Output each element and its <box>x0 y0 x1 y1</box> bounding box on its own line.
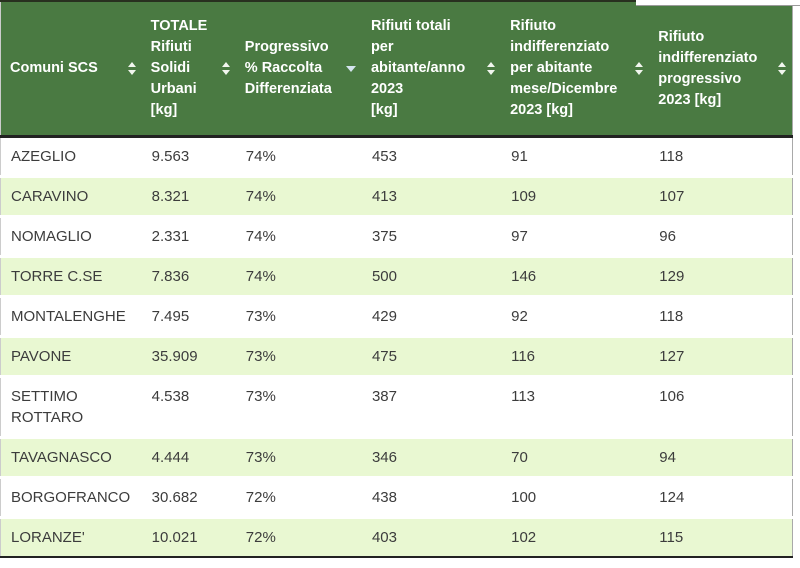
cell-indiff-mese: 92 <box>501 295 650 337</box>
cell-comune: BORGOFRANCO <box>0 476 142 518</box>
cell-indiff-mese: 113 <box>501 375 650 438</box>
cell-comune: TORRE C.SE <box>0 255 142 297</box>
cell-indiff-progressivo: 127 <box>649 335 793 377</box>
cell-comune: CARAVINO <box>0 175 142 217</box>
cell-comune: AZEGLIO <box>0 135 142 177</box>
table-row: LORANZE' 10.021 72% 403 102 115 <box>0 516 793 557</box>
cell-percentuale: 73% <box>235 436 362 478</box>
header-row: Comuni SCS TOTALE Rifiuti Solidi Urbani … <box>0 1 793 138</box>
cell-percentuale: 74% <box>235 215 362 257</box>
sort-desc-icon[interactable] <box>345 65 356 72</box>
cell-indiff-mese: 100 <box>501 476 650 518</box>
column-label: Rifiuti totali per abitante/anno 2023 [k… <box>370 18 466 118</box>
cell-indiff-progressivo: 118 <box>649 135 793 177</box>
cell-totale: 30.682 <box>141 476 236 518</box>
cell-indiff-progressivo: 129 <box>649 255 793 297</box>
waste-data-table: Comuni SCS TOTALE Rifiuti Solidi Urbani … <box>0 0 793 558</box>
column-label: Rifiuto indifferenziato progressivo 2023… <box>658 28 758 108</box>
cell-rifiuti-abitante: 500 <box>361 255 502 297</box>
table-row: NOMAGLIO 2.331 74% 375 97 96 <box>0 215 793 257</box>
cell-rifiuti-abitante: 429 <box>361 295 502 337</box>
cell-rifiuti-abitante: 346 <box>361 436 502 478</box>
table-row: AZEGLIO 9.563 74% 453 91 118 <box>0 135 793 177</box>
column-label: TOTALE Rifiuti Solidi Urbani [kg] <box>150 18 208 118</box>
cell-percentuale: 74% <box>235 135 362 177</box>
column-header-rifiuti-totali-abitante[interactable]: Rifiuti totali per abitante/anno 2023 [k… <box>361 1 502 138</box>
cell-indiff-progressivo: 106 <box>649 375 793 438</box>
cell-indiff-mese: 70 <box>501 436 650 478</box>
cell-totale: 7.836 <box>141 255 236 297</box>
cell-indiff-progressivo: 124 <box>649 476 793 518</box>
cell-comune: TAVAGNASCO <box>0 436 142 478</box>
cell-percentuale: 74% <box>235 255 362 297</box>
cell-rifiuti-abitante: 403 <box>361 516 502 557</box>
cell-comune: PAVONE <box>0 335 142 377</box>
cell-indiff-progressivo: 96 <box>649 215 793 257</box>
cell-rifiuti-abitante: 387 <box>361 375 502 438</box>
column-label: Progressivo % Raccolta Differenziata <box>244 39 332 97</box>
table-row: TAVAGNASCO 4.444 73% 346 70 94 <box>0 436 793 478</box>
cell-totale: 8.321 <box>141 175 236 217</box>
table-corner-background <box>636 0 800 6</box>
sort-both-icon[interactable] <box>778 62 786 75</box>
column-header-comuni-scs[interactable]: Comuni SCS <box>0 1 142 138</box>
cell-percentuale: 73% <box>235 295 362 337</box>
cell-percentuale: 73% <box>235 335 362 377</box>
cell-totale: 7.495 <box>141 295 236 337</box>
cell-rifiuti-abitante: 375 <box>361 215 502 257</box>
cell-rifiuti-abitante: 453 <box>361 135 502 177</box>
table-row: BORGOFRANCO 30.682 72% 438 100 124 <box>0 476 793 518</box>
table-row: CARAVINO 8.321 74% 413 109 107 <box>0 175 793 217</box>
table-header: Comuni SCS TOTALE Rifiuti Solidi Urbani … <box>0 1 793 138</box>
cell-indiff-progressivo: 118 <box>649 295 793 337</box>
sort-both-icon[interactable] <box>487 62 496 75</box>
cell-totale: 2.331 <box>141 215 236 257</box>
column-label: Rifiuto indifferenziato per abitante mes… <box>510 18 618 118</box>
table-row: TORRE C.SE 7.836 74% 500 146 129 <box>0 255 793 297</box>
cell-indiff-mese: 109 <box>501 175 650 217</box>
column-header-progressivo-raccolta[interactable]: Progressivo % Raccolta Differenziata <box>235 1 362 138</box>
table-row: SETTIMO ROTTARO 4.538 73% 387 113 106 <box>0 375 793 438</box>
cell-totale: 4.538 <box>141 375 236 438</box>
cell-totale: 35.909 <box>141 335 236 377</box>
column-label: Comuni SCS <box>10 60 98 76</box>
cell-indiff-mese: 102 <box>501 516 650 557</box>
cell-percentuale: 72% <box>235 476 362 518</box>
sort-both-icon[interactable] <box>635 62 644 75</box>
cell-comune: SETTIMO ROTTARO <box>0 375 142 438</box>
table-row: MONTALENGHE 7.495 73% 429 92 118 <box>0 295 793 337</box>
sort-both-icon[interactable] <box>221 62 230 75</box>
cell-percentuale: 74% <box>235 175 362 217</box>
column-header-indifferenziato-mese[interactable]: Rifiuto indifferenziato per abitante mes… <box>501 1 650 138</box>
cell-indiff-mese: 146 <box>501 255 650 297</box>
cell-comune: LORANZE' <box>0 516 142 557</box>
column-header-totale-rifiuti[interactable]: TOTALE Rifiuti Solidi Urbani [kg] <box>141 1 236 138</box>
cell-rifiuti-abitante: 475 <box>361 335 502 377</box>
cell-indiff-progressivo: 107 <box>649 175 793 217</box>
cell-comune: MONTALENGHE <box>0 295 142 337</box>
cell-indiff-progressivo: 115 <box>649 516 793 557</box>
column-header-indifferenziato-progressivo[interactable]: Rifiuto indifferenziato progressivo 2023… <box>649 1 793 138</box>
cell-percentuale: 73% <box>235 375 362 438</box>
cell-indiff-mese: 116 <box>501 335 650 377</box>
table-body: AZEGLIO 9.563 74% 453 91 118 CARAVINO 8.… <box>0 135 793 557</box>
cell-rifiuti-abitante: 438 <box>361 476 502 518</box>
cell-indiff-progressivo: 94 <box>649 436 793 478</box>
table-row: PAVONE 35.909 73% 475 116 127 <box>0 335 793 377</box>
cell-totale: 10.021 <box>141 516 236 557</box>
cell-indiff-mese: 91 <box>501 135 650 177</box>
cell-totale: 4.444 <box>141 436 236 478</box>
cell-rifiuti-abitante: 413 <box>361 175 502 217</box>
cell-indiff-mese: 97 <box>501 215 650 257</box>
cell-totale: 9.563 <box>141 135 236 177</box>
cell-comune: NOMAGLIO <box>0 215 142 257</box>
sort-both-icon[interactable] <box>127 62 136 75</box>
cell-percentuale: 72% <box>235 516 362 557</box>
